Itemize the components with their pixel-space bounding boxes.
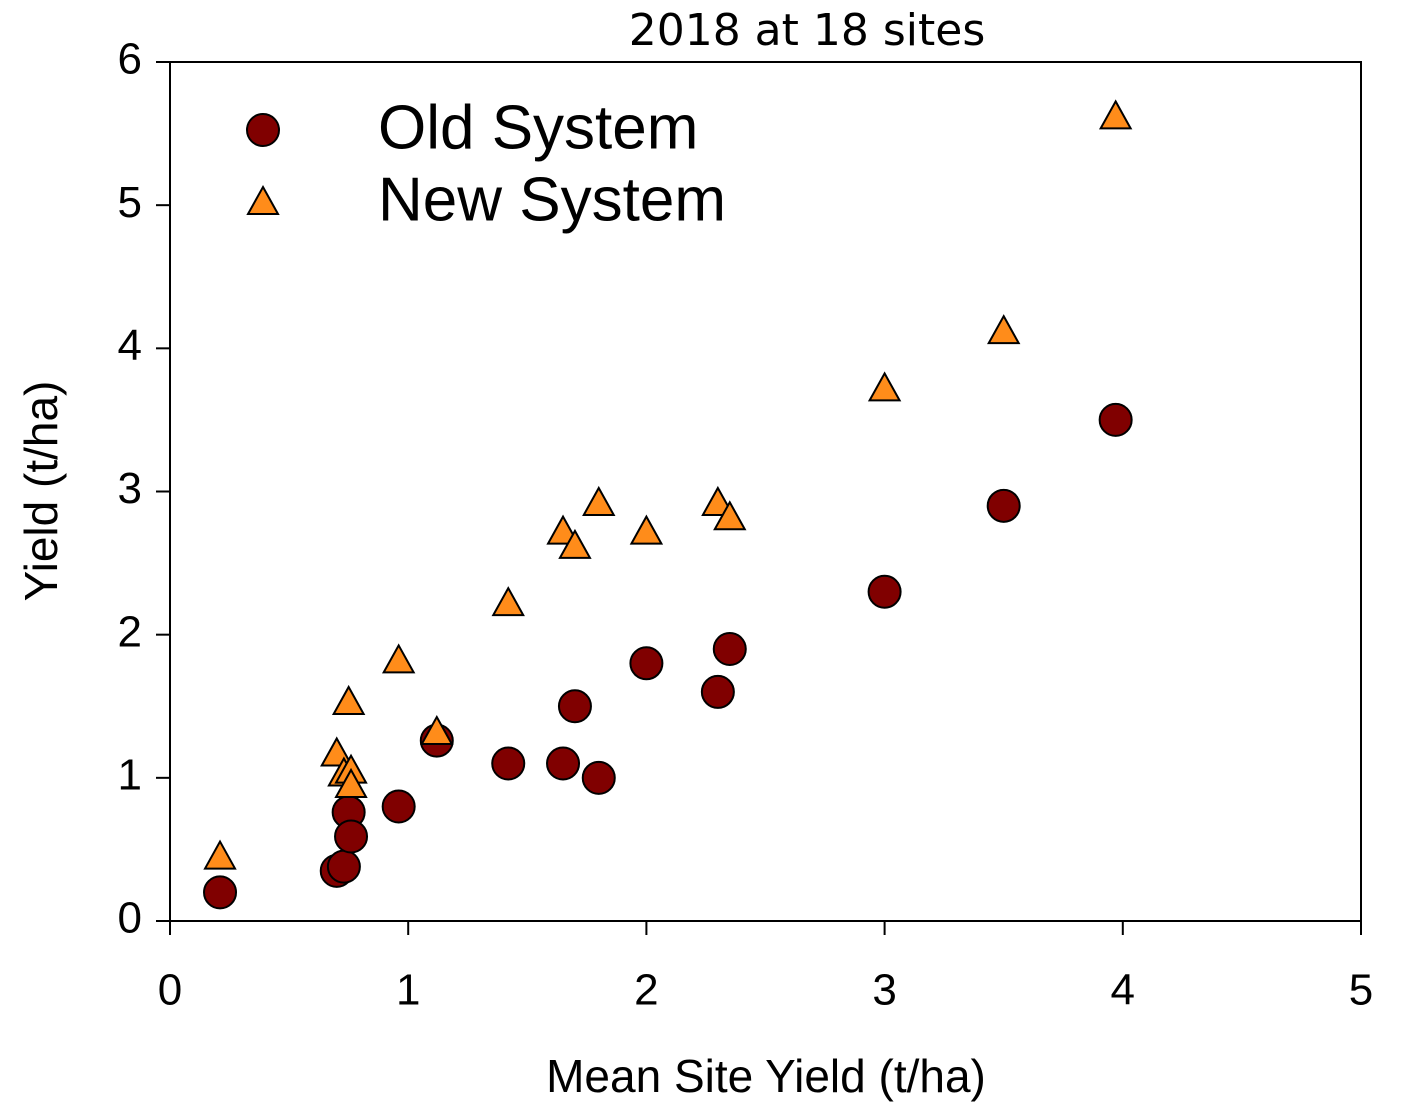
circle-marker <box>334 819 369 854</box>
triangle-marker <box>987 314 1021 345</box>
triangle-marker <box>629 514 664 545</box>
x-tick-label: 2 <box>634 966 658 1015</box>
circle-marker <box>203 875 238 910</box>
y-tick-label: 5 <box>118 178 142 227</box>
legend-marker <box>246 184 280 215</box>
triangle-marker <box>331 684 366 715</box>
y-tick-label: 2 <box>118 607 142 656</box>
legend-marker <box>246 113 280 147</box>
y-tick-label: 4 <box>118 321 142 370</box>
x-tick-label: 1 <box>396 966 420 1015</box>
circle-marker <box>491 746 526 781</box>
y-tick-label: 0 <box>118 894 142 943</box>
circle-marker <box>629 646 664 681</box>
x-tick-label: 3 <box>872 966 896 1015</box>
x-tick-label: 5 <box>1349 966 1373 1015</box>
circle-marker <box>557 689 592 724</box>
x-tick-label: 0 <box>158 966 182 1015</box>
triangle-marker <box>203 839 237 870</box>
y-tick-label: 1 <box>118 750 142 799</box>
triangle-marker <box>1098 99 1133 130</box>
circle-marker <box>546 746 581 781</box>
legend-label: New System <box>378 165 726 234</box>
circle-marker <box>867 574 902 609</box>
circle-marker <box>986 488 1021 523</box>
circle-marker <box>381 789 416 824</box>
x-tick-label: 4 <box>1111 966 1135 1015</box>
triangle-marker <box>334 767 368 798</box>
triangle-marker <box>713 500 747 531</box>
triangle-marker <box>381 643 416 674</box>
chart-title: 2018 at 18 sites <box>629 5 986 56</box>
triangle-marker <box>420 714 454 746</box>
triangle-marker <box>867 371 902 402</box>
y-tick-label: 3 <box>118 464 142 513</box>
legend-label: Old System <box>378 93 698 162</box>
circle-marker <box>581 760 616 795</box>
y-tick-label: 6 <box>118 35 142 84</box>
circle-marker <box>326 849 361 884</box>
circle-marker <box>712 631 747 666</box>
x-axis-label: Mean Site Yield (t/ha) <box>546 1050 986 1102</box>
circle-marker <box>700 674 735 709</box>
triangle-marker <box>491 586 525 617</box>
triangle-marker <box>582 485 616 516</box>
triangle-marker <box>558 528 592 559</box>
y-axis-label: Yield (t/ha) <box>15 381 67 602</box>
circle-marker <box>1098 402 1133 437</box>
